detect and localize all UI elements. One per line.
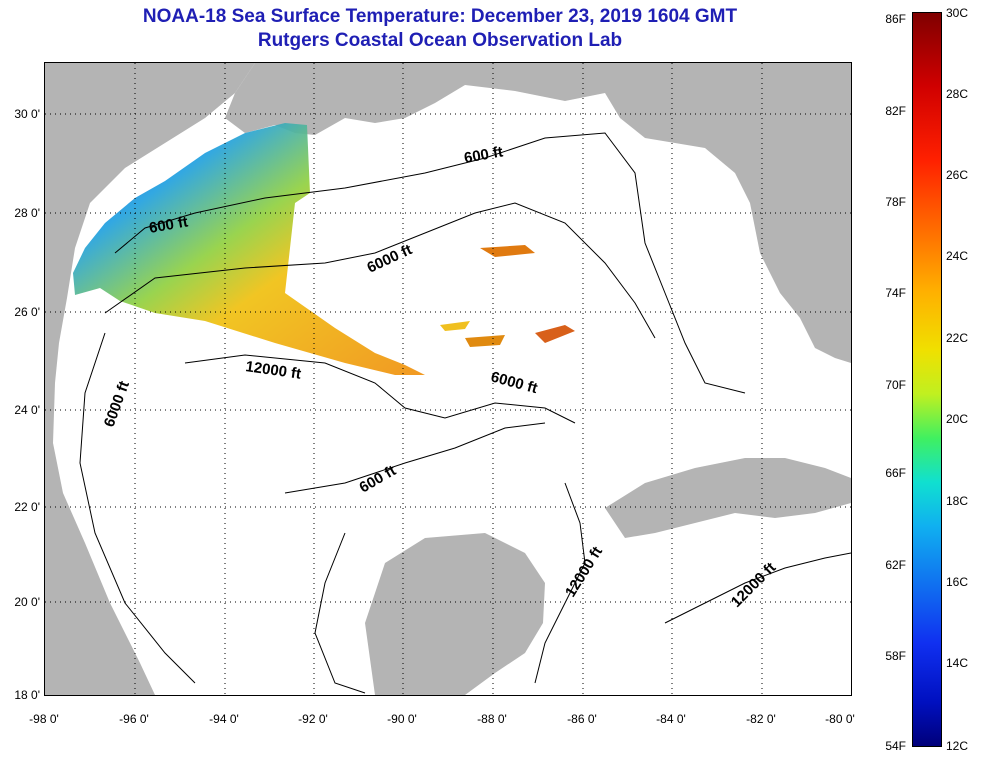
sst-patch-4: [440, 321, 470, 331]
c-tick-12: 12C: [946, 739, 969, 753]
contour-label-600ft-2: 600 ft: [463, 143, 505, 167]
contour-label-600ft-3: 600 ft: [357, 462, 399, 496]
c-tick-22: 22C: [946, 331, 969, 345]
contour-label-6000ft-2: 6000 ft: [489, 368, 539, 397]
temperature-colorbar: [912, 12, 942, 747]
depth-contours: [79, 132, 851, 694]
f-tick-82: 82F: [885, 104, 906, 118]
contour-12000ft-channel: [534, 482, 586, 684]
f-tick-62: 62F: [885, 558, 906, 572]
land-cuba: [605, 458, 851, 538]
lat-tick-26: 26 0': [14, 305, 40, 319]
sst-patch-3: [465, 335, 505, 347]
f-tick-78: 78F: [885, 195, 906, 209]
lat-tick-30: 30 0': [14, 107, 40, 121]
contour-label-600ft-1: 600 ft: [148, 213, 190, 237]
lon-tick-94: -94 0': [209, 712, 239, 726]
lon-tick-96: -96 0': [119, 712, 149, 726]
f-tick-86: 86F: [885, 12, 906, 26]
map-area: 600 ft 600 ft 6000 ft 12000 ft 6000 ft 6…: [44, 62, 852, 696]
lat-tick-20: 20 0': [14, 595, 40, 609]
c-tick-28: 28C: [946, 87, 969, 101]
f-tick-58: 58F: [885, 649, 906, 663]
f-tick-66: 66F: [885, 466, 906, 480]
contour-12000ft-east: [664, 552, 851, 624]
c-tick-26: 26C: [946, 168, 969, 182]
c-tick-20: 20C: [946, 412, 969, 426]
land-gulf-coast: [225, 63, 605, 135]
sst-patch-2: [535, 325, 575, 343]
map-subtitle: Rutgers Coastal Ocean Observation Lab: [257, 30, 623, 51]
contour-label-12000ft-3: 12000 ft: [728, 559, 780, 611]
lon-tick-92: -92 0': [298, 712, 328, 726]
lon-tick-84: -84 0': [656, 712, 686, 726]
contour-label-6000ft-3: 6000 ft: [101, 379, 133, 429]
lat-tick-24: 24 0': [14, 403, 40, 417]
contour-12000ft: [184, 354, 576, 424]
contour-label-6000ft-1: 6000 ft: [365, 241, 415, 276]
contour-label-12000ft-1: 12000 ft: [244, 358, 302, 383]
lat-tick-18: 18 0': [14, 688, 40, 702]
f-tick-54: 54F: [885, 739, 906, 753]
contour-600ft-south: [284, 422, 546, 494]
map-svg: 600 ft 600 ft 6000 ft 12000 ft 6000 ft 6…: [45, 63, 851, 695]
sst-patch-1: [480, 245, 535, 257]
contour-6000ft-west: [79, 332, 196, 684]
lat-tick-28: 28 0': [14, 206, 40, 220]
contour-6000ft-north: [104, 202, 656, 339]
lon-tick-86: -86 0': [567, 712, 597, 726]
lat-tick-22: 22 0': [14, 500, 40, 514]
c-tick-18: 18C: [946, 494, 969, 508]
lon-tick-82: -82 0': [746, 712, 776, 726]
lon-tick-98: -98 0': [29, 712, 59, 726]
land-florida: [605, 63, 851, 363]
f-tick-74: 74F: [885, 286, 906, 300]
land-yucatan: [365, 533, 545, 695]
lon-tick-80: -80 0': [825, 712, 855, 726]
f-tick-70: 70F: [885, 378, 906, 392]
c-tick-30: 30C: [946, 6, 969, 20]
c-tick-14: 14C: [946, 656, 969, 670]
gridlines: [45, 63, 851, 695]
land-west-coast: [45, 63, 255, 695]
c-tick-16: 16C: [946, 575, 969, 589]
contour-600ft-north: [114, 132, 746, 394]
lon-tick-90: -90 0': [387, 712, 417, 726]
c-tick-24: 24C: [946, 249, 969, 263]
map-title: NOAA-18 Sea Surface Temperature: Decembe…: [142, 6, 738, 27]
contour-yucatan-shelf: [314, 532, 366, 694]
lon-tick-88: -88 0': [477, 712, 507, 726]
